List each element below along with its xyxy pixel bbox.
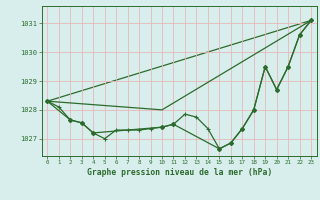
X-axis label: Graphe pression niveau de la mer (hPa): Graphe pression niveau de la mer (hPa) (87, 168, 272, 177)
